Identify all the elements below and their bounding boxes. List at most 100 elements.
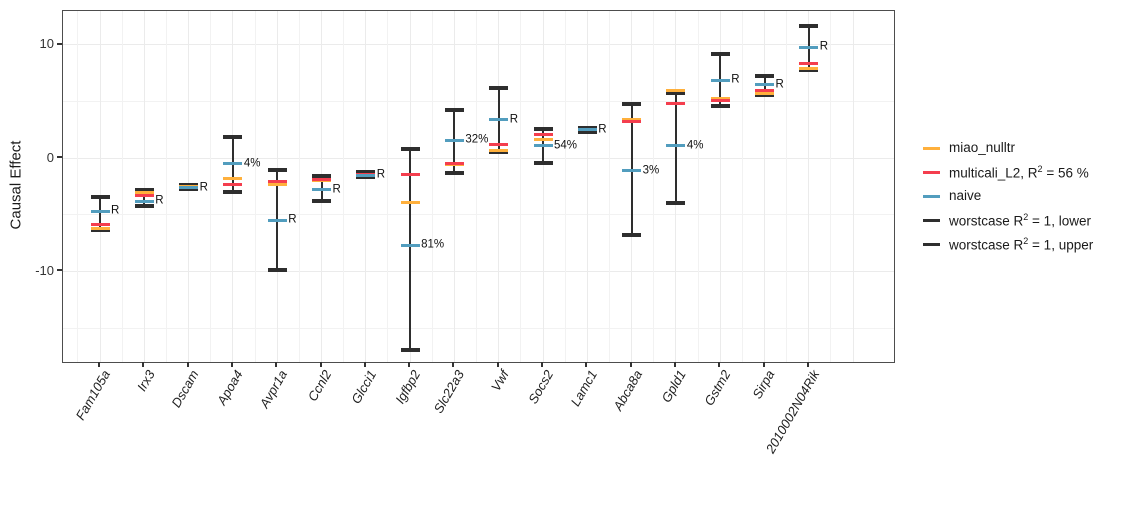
worstcase-lower-cap (666, 201, 686, 206)
gridline-v-minor (608, 11, 610, 362)
miao-nulltr-tick (755, 92, 774, 96)
worstcase-lower-cap (267, 268, 287, 273)
x-tick-label: Apoa4 (214, 367, 247, 408)
y-tick-label: 0 (46, 149, 54, 165)
point-label: R (332, 183, 341, 196)
worstcase-upper-cap (223, 134, 243, 139)
gridline-v-minor (653, 11, 655, 362)
gridline-v-minor (343, 11, 345, 362)
errorbar-line (99, 196, 101, 230)
legend-item: multicali_L2, R2 = 56 % (923, 160, 1093, 184)
naive-tick (223, 162, 243, 166)
x-axis-tick (496, 362, 499, 367)
multicali-tick (223, 182, 243, 186)
gridline-h-minor (63, 327, 894, 329)
worstcase-upper-cap (90, 194, 110, 199)
x-tick-label: Slc22a3 (431, 367, 468, 416)
gridline-h-minor (63, 214, 894, 216)
naive-tick (179, 186, 199, 190)
gridline-v-major (143, 11, 145, 362)
x-tick-label: Ccnl2 (305, 367, 335, 404)
point-label: 4% (686, 138, 704, 151)
point-label: R (199, 180, 208, 193)
miao-nulltr-tick (622, 118, 642, 122)
worstcase-upper-cap (267, 167, 287, 172)
naive-tick (134, 199, 154, 203)
worstcase-upper-cap (799, 23, 819, 28)
x-axis-tick (363, 362, 366, 367)
x-tick-label: Gstm2 (701, 367, 734, 409)
gridline-v-minor (77, 11, 79, 362)
miao-nulltr-tick (533, 138, 553, 141)
miao-nulltr-tick (710, 96, 730, 100)
worstcase-upper-cap (533, 127, 553, 132)
legend-label: worstcase R2 = 1, lower (949, 211, 1091, 228)
naive-tick (666, 144, 686, 148)
naive-tick (267, 218, 287, 222)
gridline-v-major (808, 11, 810, 362)
gridline-v-minor (564, 11, 566, 362)
x-tick-label: Igfbp2 (392, 367, 424, 407)
x-tick-label: Vwf (488, 367, 512, 394)
x-axis-tick (585, 362, 588, 367)
point-label: R (111, 204, 120, 217)
gridline-v-major (719, 11, 721, 362)
gridline-v-major (453, 11, 455, 362)
worstcase-upper-cap (134, 187, 154, 192)
legend-item: worstcase R2 = 1, upper (923, 232, 1093, 256)
x-axis-tick (142, 362, 145, 367)
x-tick-label: Dscam (168, 367, 202, 411)
gridline-v-minor (121, 11, 123, 362)
gridline-v-major (365, 11, 367, 362)
worstcase-lower-cap (489, 149, 509, 154)
y-axis-tick (57, 156, 62, 159)
x-tick-label: Avpr1a (256, 367, 291, 411)
legend-key-line (923, 218, 940, 222)
worstcase-upper-cap (489, 85, 509, 90)
gridline-v-minor (165, 11, 167, 362)
y-tick-label: 10 (39, 36, 54, 52)
legend-label: miao_nulltr (949, 140, 1016, 156)
multicali-tick (134, 194, 154, 198)
x-axis-tick (186, 362, 189, 367)
point-label: R (155, 194, 164, 207)
worstcase-lower-cap (577, 129, 597, 134)
errorbar-line (674, 92, 677, 204)
x-axis-tick (762, 362, 765, 367)
x-axis-tick (629, 362, 632, 367)
miao-nulltr-tick (400, 200, 420, 204)
worstcase-lower-cap (710, 104, 730, 109)
multicali-tick (489, 143, 509, 147)
point-label: R (288, 213, 297, 226)
gridline-v-minor (520, 11, 522, 362)
worstcase-lower-cap (799, 67, 819, 72)
multicali-tick (666, 102, 686, 106)
worstcase-lower-cap (223, 190, 243, 195)
plot-panel: R R R 4% R R R 81% 32% R 54% R 3% 4% R R R (62, 10, 895, 363)
multicali-tick (444, 162, 464, 166)
worstcase-upper-cap (400, 147, 420, 152)
x-axis-tick (275, 362, 278, 367)
gridline-v-minor (476, 11, 478, 362)
multicali-tick (533, 133, 553, 137)
naive-tick (90, 209, 110, 213)
legend-item: miao_nulltr (923, 136, 1093, 160)
worstcase-upper-cap (622, 101, 642, 106)
gridline-v-minor (741, 11, 743, 362)
miao-nulltr-tick (267, 182, 287, 186)
gridline-h-major (63, 270, 894, 272)
miao-nulltr-tick (666, 88, 686, 92)
legend-key-line (923, 146, 940, 150)
legend-item: naive (923, 184, 1093, 208)
x-axis-tick (452, 362, 455, 367)
point-label: 54% (554, 138, 578, 151)
worstcase-lower-cap (400, 347, 420, 352)
worstcase-upper-cap (666, 90, 686, 95)
gridline-v-major (764, 11, 765, 362)
gridline-v-major (586, 11, 588, 362)
miao-nulltr-tick (90, 226, 110, 230)
point-label: 81% (421, 238, 445, 251)
naive-tick (312, 188, 331, 192)
gridline-v-major (498, 11, 500, 362)
